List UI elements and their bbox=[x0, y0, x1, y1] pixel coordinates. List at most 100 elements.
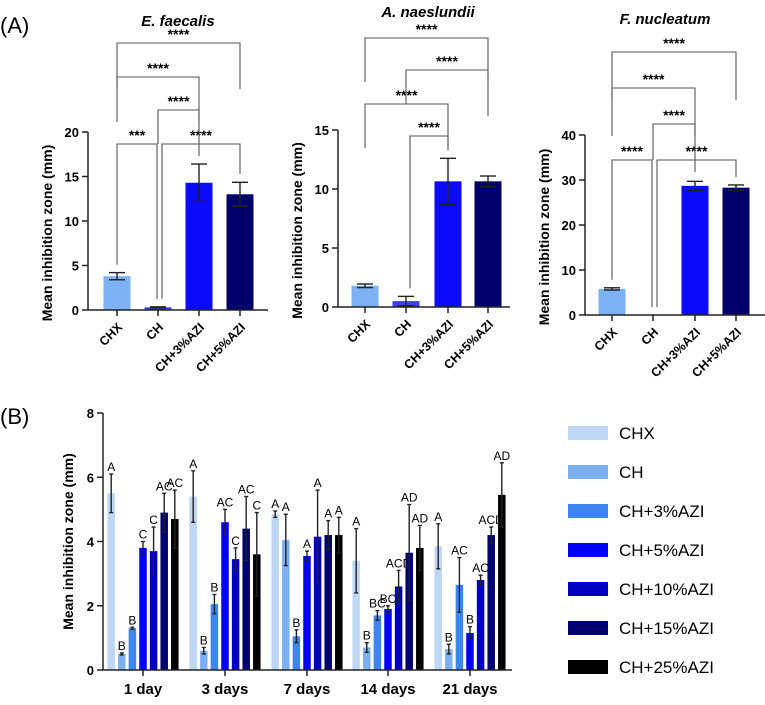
y-axis-label: Mean inhibition zone (mm) bbox=[289, 142, 305, 319]
bar bbox=[200, 650, 208, 670]
legend-swatch bbox=[568, 504, 608, 518]
group-letter: ACD bbox=[386, 556, 412, 570]
bar bbox=[210, 604, 219, 670]
bar bbox=[416, 547, 424, 670]
significance-label: **** bbox=[621, 143, 643, 159]
bar bbox=[476, 580, 485, 670]
significance-label: **** bbox=[663, 35, 685, 51]
y-tick-label: 10 bbox=[315, 182, 329, 197]
y-tick-label: 20 bbox=[562, 218, 576, 233]
group-letter: B bbox=[200, 634, 208, 648]
chart-title: A. naeslundii bbox=[380, 4, 475, 21]
panel-label-a: (A) bbox=[0, 13, 29, 38]
group-letter: A bbox=[189, 457, 197, 471]
significance-bracket bbox=[611, 51, 737, 100]
group-letter: A bbox=[335, 503, 343, 517]
x-tick-label: 14 days bbox=[360, 681, 415, 698]
bar bbox=[498, 494, 506, 670]
y-axis-label: Mean inhibition zone (mm) bbox=[60, 453, 76, 630]
bar bbox=[466, 633, 474, 670]
bar bbox=[363, 647, 371, 670]
y-tick-label: 4 bbox=[87, 535, 95, 550]
group-letter: B bbox=[445, 630, 453, 644]
bar bbox=[226, 194, 254, 310]
y-tick-label: 5 bbox=[72, 259, 79, 274]
chart-2: A. naeslundii Mean inhibition zone (mm) CH… bbox=[289, 4, 510, 372]
group-letter: AC bbox=[238, 483, 255, 497]
x-tick-label: 1 day bbox=[124, 681, 163, 698]
group-letter: B bbox=[210, 581, 218, 595]
bar bbox=[335, 535, 343, 670]
bar bbox=[149, 551, 158, 670]
significance-label: **** bbox=[663, 107, 685, 123]
y-tick-label: 6 bbox=[87, 470, 94, 485]
legend-swatch bbox=[568, 465, 608, 479]
y-axis-label: Mean inhibition zone (mm) bbox=[536, 149, 552, 326]
y-tick-label: 0 bbox=[569, 308, 576, 323]
group-letter: B bbox=[128, 613, 136, 627]
y-tick-label: 0 bbox=[322, 300, 329, 315]
bar bbox=[384, 608, 392, 670]
group-letter: B bbox=[466, 613, 474, 627]
significance-bracket bbox=[116, 76, 200, 122]
chart-title: F. nucleatum bbox=[620, 11, 711, 28]
group-letter: AC bbox=[451, 544, 468, 558]
legend-label: CH+25%AZI bbox=[619, 658, 714, 677]
group-letter: A bbox=[303, 537, 311, 551]
x-tick-label: CH bbox=[638, 325, 661, 348]
legend-swatch bbox=[568, 621, 608, 635]
group-letter: BC bbox=[380, 592, 397, 606]
x-tick-label: CHX bbox=[97, 320, 126, 349]
significance-bracket bbox=[405, 69, 489, 116]
group-letter: AD bbox=[401, 491, 418, 505]
bar bbox=[144, 307, 172, 310]
bar bbox=[292, 636, 301, 670]
bar bbox=[352, 560, 360, 670]
legend-label: CH+5%AZI bbox=[619, 541, 705, 560]
x-tick-label: 7 days bbox=[284, 681, 331, 698]
bar bbox=[405, 552, 413, 670]
bar bbox=[128, 628, 137, 670]
bar bbox=[231, 559, 240, 670]
x-tick-label: CH bbox=[391, 317, 414, 340]
bar bbox=[722, 187, 750, 315]
x-tick-label: CH bbox=[143, 320, 166, 343]
significance-label: *** bbox=[129, 127, 146, 143]
group-letter: B bbox=[118, 639, 126, 653]
y-tick-label: 0 bbox=[72, 303, 79, 318]
group-letter: A bbox=[107, 460, 115, 474]
significance-label: **** bbox=[436, 53, 458, 69]
group-letter: BC bbox=[369, 597, 386, 611]
group-letter: C bbox=[252, 499, 261, 513]
group-letter: B bbox=[363, 629, 371, 643]
group-letter: ACD bbox=[479, 513, 505, 527]
y-axis-label: Mean inhibition zone (mm) bbox=[39, 145, 55, 322]
significance-label: **** bbox=[686, 143, 708, 159]
bar bbox=[445, 649, 453, 670]
legend-label: CH bbox=[619, 463, 644, 482]
legend-label: CH+3%AZI bbox=[619, 502, 705, 521]
legend-swatch bbox=[568, 660, 608, 674]
group-letter: A bbox=[324, 507, 332, 521]
significance-label: **** bbox=[643, 71, 665, 87]
chart-title: E. faecalis bbox=[141, 13, 214, 30]
y-tick-label: 10 bbox=[65, 214, 79, 229]
y-tick-label: 0 bbox=[87, 663, 94, 678]
significance-bracket bbox=[611, 159, 653, 307]
bar bbox=[324, 535, 332, 670]
bar bbox=[103, 276, 131, 310]
x-tick-label: CHX bbox=[345, 317, 374, 346]
chart-3: F. nucleatum Mean inhibition zone (mm) CHX… bbox=[536, 11, 765, 380]
group-letter: C bbox=[231, 534, 240, 548]
significance-label: **** bbox=[168, 93, 190, 109]
significance-label: **** bbox=[168, 26, 190, 42]
panel-label-b: (B) bbox=[0, 404, 29, 429]
bar bbox=[185, 182, 213, 310]
legend-swatch bbox=[568, 582, 608, 596]
significance-bracket bbox=[611, 87, 696, 136]
group-letter: AD bbox=[411, 511, 428, 525]
bar bbox=[487, 535, 495, 670]
bar bbox=[598, 288, 626, 315]
significance-bracket bbox=[364, 37, 489, 82]
